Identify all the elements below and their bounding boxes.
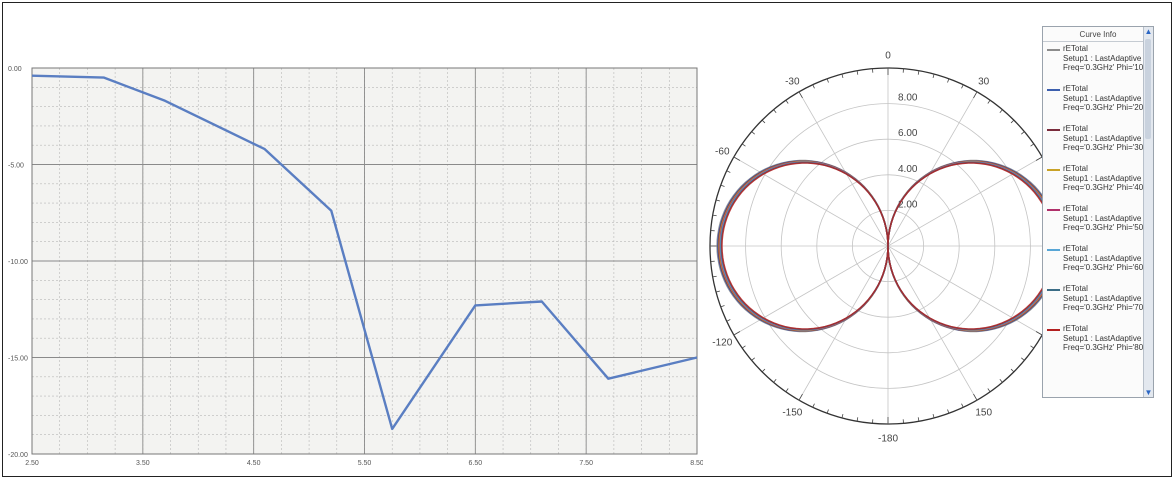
scroll-up-icon[interactable]: ▲	[1144, 27, 1153, 36]
radial-label: 4.00	[898, 164, 918, 175]
y-tick-label: 0.00	[8, 66, 22, 73]
legend-freq: Freq='0.3GHz' Phi='80deg'	[1063, 343, 1153, 353]
legend-freq: Freq='0.3GHz' Phi='70deg'	[1063, 303, 1153, 313]
angle-label: -150	[782, 408, 802, 419]
y-tick-label: -15.00	[8, 356, 28, 363]
y-tick-label: -10.00	[8, 259, 28, 266]
legend-swatch	[1047, 89, 1060, 91]
x-tick-label: 2.50	[25, 460, 39, 467]
x-tick-label: 3.50	[136, 460, 150, 467]
x-tick-label: 6.50	[469, 460, 483, 467]
y-tick-label: -5.00	[8, 163, 24, 170]
y-tick-labels: 0.00 -5.00 -10.00 -15.00 -20.00	[8, 66, 28, 459]
radial-label: 8.00	[898, 93, 918, 104]
legend-name: rETotal	[1063, 244, 1153, 254]
legend-swatch	[1047, 169, 1060, 171]
angle-label: 0	[885, 51, 891, 62]
legend-name: rETotal	[1063, 164, 1153, 174]
legend-name: rETotal	[1063, 204, 1153, 214]
y-tick-label: -20.00	[8, 452, 28, 459]
x-tick-label: 8.50	[690, 460, 703, 467]
angle-label: -120	[712, 338, 732, 349]
angle-label: -180	[878, 433, 898, 444]
legend-name: rETotal	[1063, 324, 1153, 334]
legend-setup: Setup1 : LastAdaptive	[1063, 254, 1153, 264]
scroll-thumb[interactable]	[1145, 39, 1151, 139]
legend-scrollbar[interactable]: ▲ ▼	[1143, 27, 1153, 397]
legend-freq: Freq='0.3GHz' Phi='40deg'	[1063, 183, 1153, 193]
legend-title: Curve Info	[1043, 27, 1153, 42]
legend-setup: Setup1 : LastAdaptive	[1063, 334, 1153, 344]
x-tick-label: 5.50	[358, 460, 372, 467]
x-tick-label: 4.50	[247, 460, 261, 467]
legend-freq: Freq='0.3GHz' Phi='30deg'	[1063, 143, 1153, 153]
legend-setup: Setup1 : LastAdaptive	[1063, 54, 1153, 64]
angle-label: 30	[978, 76, 990, 87]
legend-setup: Setup1 : LastAdaptive	[1063, 134, 1153, 144]
scroll-down-icon[interactable]: ▼	[1144, 388, 1153, 397]
x-tick-label: 7.50	[579, 460, 593, 467]
legend-swatch	[1047, 209, 1060, 211]
legend-swatch	[1047, 129, 1060, 131]
legend-name: rETotal	[1063, 84, 1153, 94]
angle-label: -30	[785, 76, 800, 87]
line-chart: 0.00 -5.00 -10.00 -15.00 -20.00 2.50 3.50 4.50…	[6, 60, 703, 480]
legend-swatch	[1047, 329, 1060, 331]
legend-freq: Freq='0.3GHz' Phi='60deg'	[1063, 263, 1153, 273]
x-tick-labels: 2.50 3.50 4.50 5.50 6.50 7.50 8.50	[25, 460, 703, 467]
legend-setup: Setup1 : LastAdaptive	[1063, 294, 1153, 304]
legend-swatch	[1047, 49, 1060, 51]
angle-label: 150	[975, 408, 992, 419]
legend-name: rETotal	[1063, 284, 1153, 294]
legend-freq: Freq='0.3GHz' Phi='10deg'	[1063, 63, 1153, 73]
line-chart-panel: 0.00 -5.00 -10.00 -15.00 -20.00 2.50 3.50 4.50…	[6, 60, 703, 480]
legend-setup: Setup1 : LastAdaptive	[1063, 174, 1153, 184]
legend-name: rETotal	[1063, 124, 1153, 134]
legend-freq: Freq='0.3GHz' Phi='50deg'	[1063, 223, 1153, 233]
legend-setup: Setup1 : LastAdaptive	[1063, 94, 1153, 104]
angle-label: -60	[715, 146, 730, 157]
legend-swatch	[1047, 289, 1060, 291]
legend-swatch	[1047, 249, 1060, 251]
legend-name: rETotal	[1063, 44, 1153, 54]
legend-setup: Setup1 : LastAdaptive	[1063, 214, 1153, 224]
legend-freq: Freq='0.3GHz' Phi='20deg'	[1063, 103, 1153, 113]
radial-label: 6.00	[898, 128, 918, 139]
polar-chart-panel: 2.004.006.008.00 0306090120150-180-150-1…	[706, 6, 1172, 476]
